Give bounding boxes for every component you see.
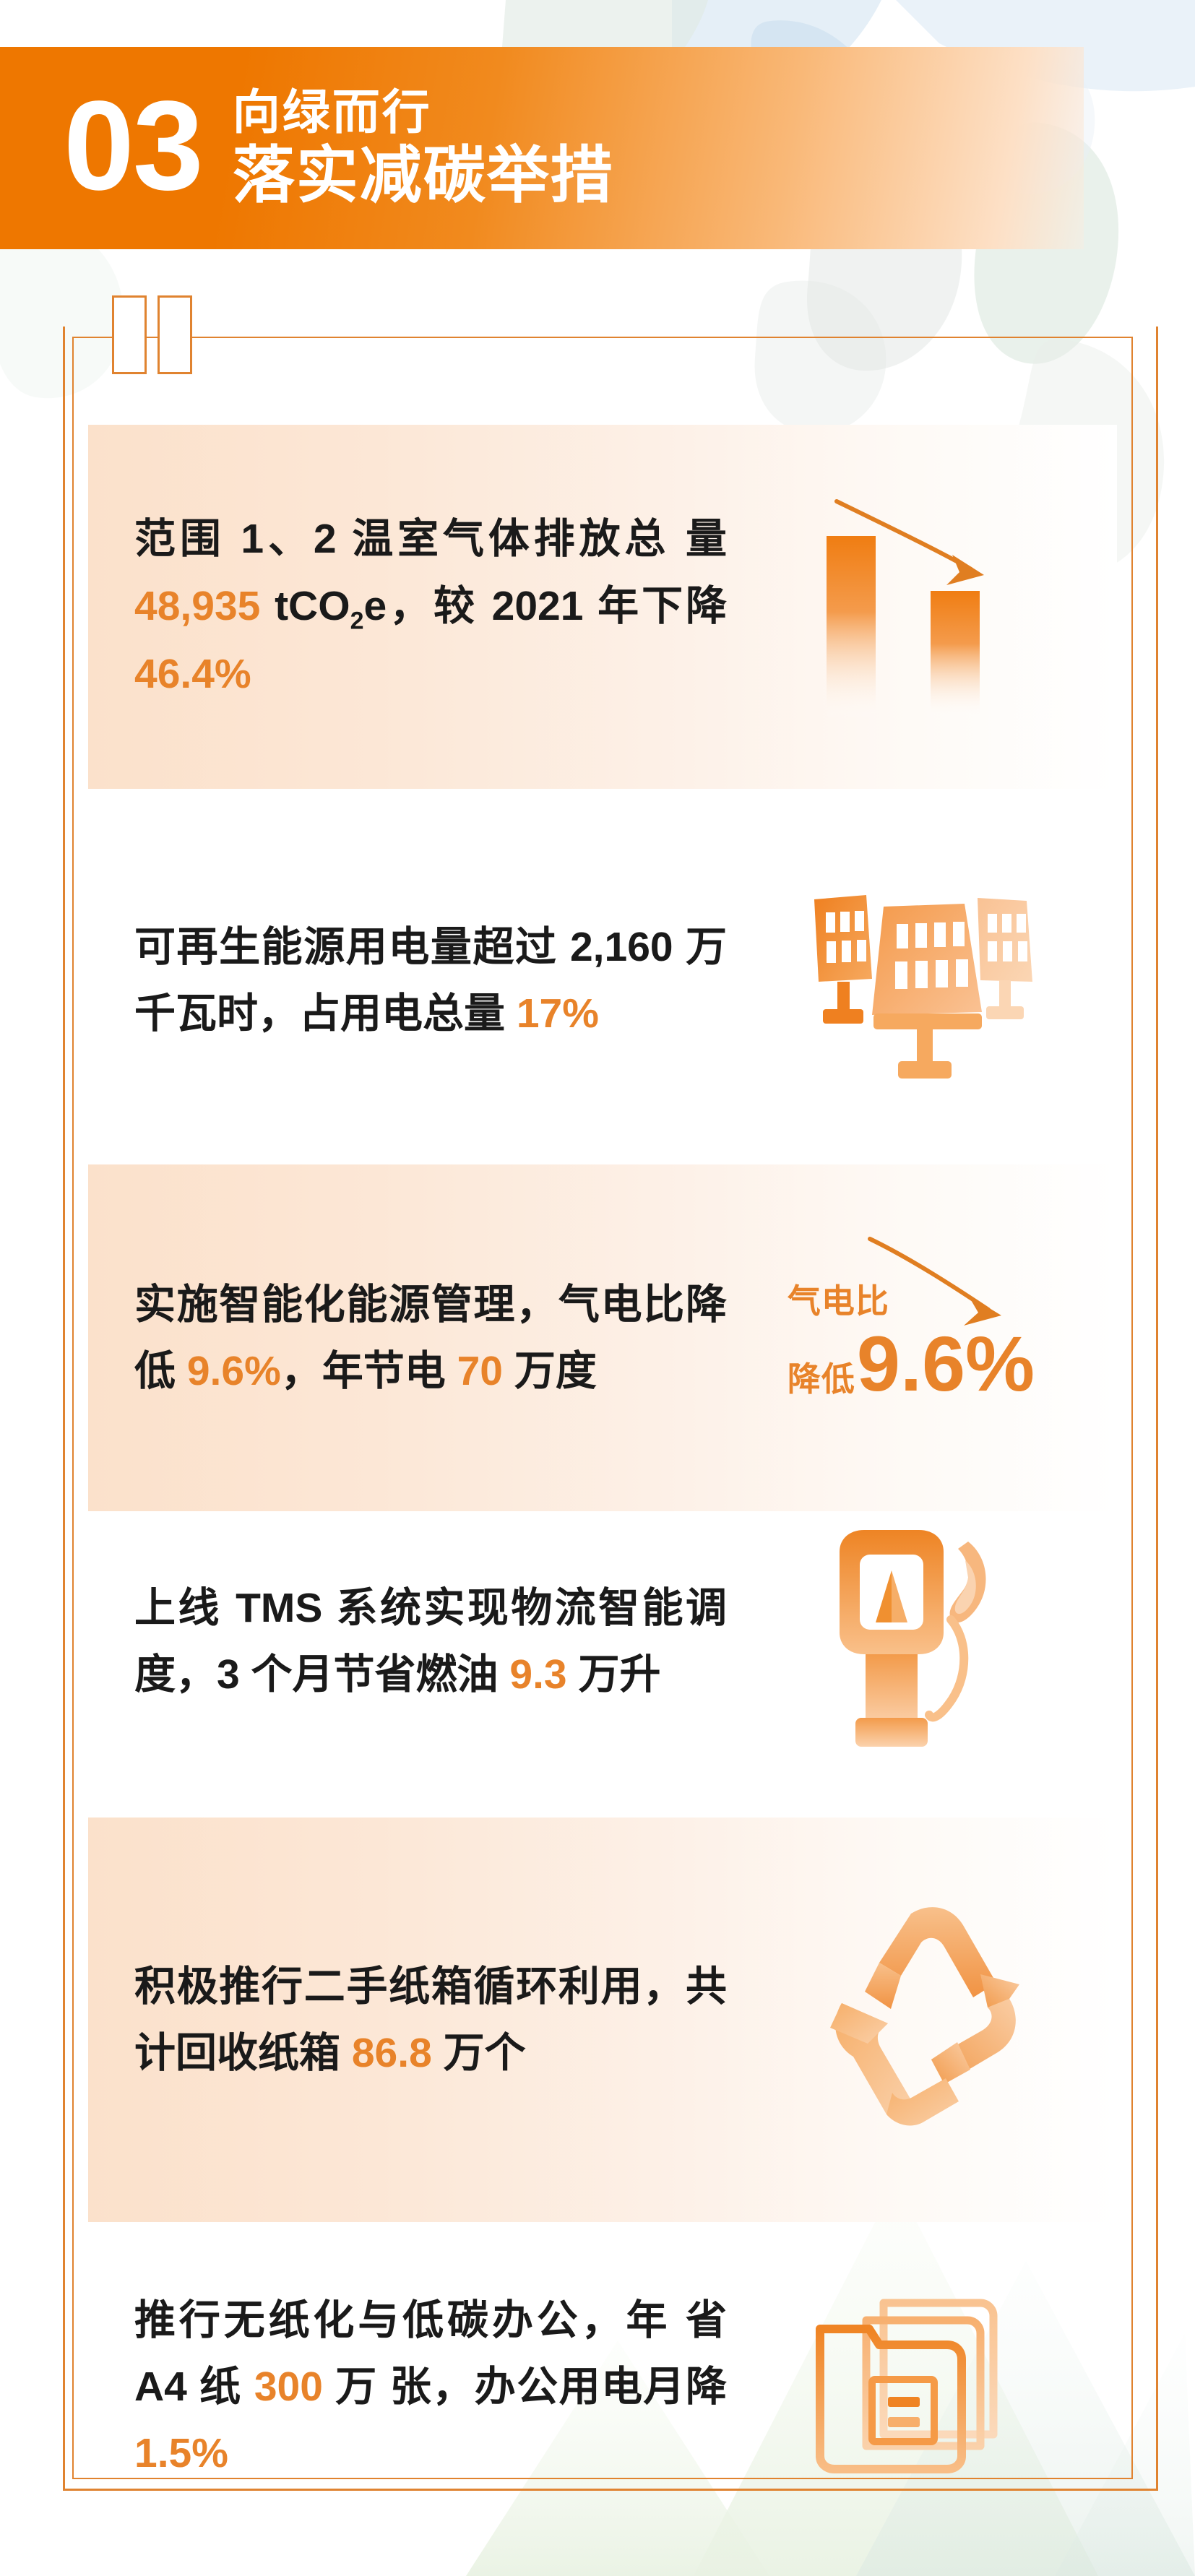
card-visual-smart-energy: 气电比 降低 9.6%	[727, 1164, 1117, 1511]
card-text-tms: 上线 TMS 系统实现物流智能调度，3 个月节省燃油 9.3 万升	[134, 1584, 727, 1698]
metric-cartons-recycled: 86.8	[351, 2030, 432, 2076]
card-text-ghg-emissions: 范围 1、2 温室气体排放总 量 48,935 tCO2e，较 2021 年下降…	[134, 516, 727, 698]
metric-a4-saved: 300	[254, 2363, 323, 2410]
metric-renewable-share: 17%	[516, 990, 599, 1037]
metric-office-power-drop: 1.5%	[134, 2430, 228, 2477]
list-item[interactable]: 积极推行二手纸箱循环利用，共计回收纸箱 86.8 万个	[88, 1818, 1117, 2222]
card-text-paperless: 推行无纸化与低碳办公，年 省 A4 纸 300 万 张，办公用电月降 1.5%	[134, 2296, 727, 2477]
stat-callout-gas-power-ratio: 气电比 降低 9.6%	[787, 1236, 1035, 1407]
page-title: 落实减碳举措	[232, 141, 614, 211]
co2-subscript: 2	[350, 607, 364, 635]
solar-panel-icon	[814, 895, 1032, 1079]
metric-emissions-reduction: 46.4%	[134, 651, 251, 698]
decorative-tab-left	[112, 295, 147, 374]
metric-fuel-saved: 9.3	[509, 1651, 567, 1698]
metric-emissions-total: 48,935	[134, 582, 261, 629]
stat-value: 9.6%	[856, 1319, 1035, 1407]
card-visual-tms	[727, 1490, 1117, 1793]
stat-label-bottom: 降低	[787, 1360, 855, 1398]
card-visual-paperless	[727, 2235, 1117, 2538]
stat-label-top: 气电比	[787, 1281, 889, 1320]
decorative-tab-right	[158, 295, 192, 374]
metric-base-year: 2021	[491, 582, 584, 629]
list-item[interactable]: 范围 1、2 温室气体排放总 量 48,935 tCO2e，较 2021 年下降…	[88, 425, 1117, 789]
tab-mask-right	[160, 298, 190, 372]
fuel-pump-icon	[840, 1530, 986, 1747]
stat-value-row: 降低 9.6%	[787, 1319, 1035, 1407]
metric-annual-power-saving: 70	[457, 1348, 504, 1394]
list-item[interactable]: 可再生能源用电量超过 2,160 万千瓦时，占用电总量 17%	[88, 831, 1117, 1130]
list-item[interactable]: 推行无纸化与低碳办公，年 省 A4 纸 300 万 张，办公用电月降 1.5%	[88, 2235, 1117, 2538]
section-subtitle: 向绿而行	[232, 85, 432, 139]
metric-ratio-drop: 9.6%	[186, 1348, 281, 1394]
bar-chart-decline-icon	[827, 499, 984, 717]
recycling-icon	[830, 1907, 1019, 2126]
section-banner: 03 向绿而行 落实减碳举措	[0, 47, 1084, 249]
list-item[interactable]: 实施智能化能源管理，气电比降低 9.6%，年节电 70 万度 气电比 降低 9.…	[88, 1164, 1117, 1511]
list-item[interactable]: 上线 TMS 系统实现物流智能调度，3 个月节省燃油 9.3 万升	[88, 1490, 1117, 1793]
card-text-recycling: 积极推行二手纸箱循环利用，共计回收纸箱 86.8 万个	[134, 1963, 727, 2076]
document-folder-icon	[816, 2299, 998, 2473]
section-title-group: 向绿而行 落实减碳举措	[232, 85, 614, 211]
curved-down-arrow-icon	[867, 1236, 1001, 1326]
card-text-smart-energy: 实施智能化能源管理，气电比降低 9.6%，年节电 70 万度	[134, 1281, 727, 1394]
card-visual-recycling	[727, 1818, 1117, 2222]
section-number: 03	[64, 75, 204, 217]
card-visual-renewable	[727, 831, 1117, 1130]
card-text-renewable-energy: 可再生能源用电量超过 2,160 万千瓦时，占用电总量 17%	[134, 923, 727, 1037]
card-visual-ghg	[727, 425, 1117, 789]
